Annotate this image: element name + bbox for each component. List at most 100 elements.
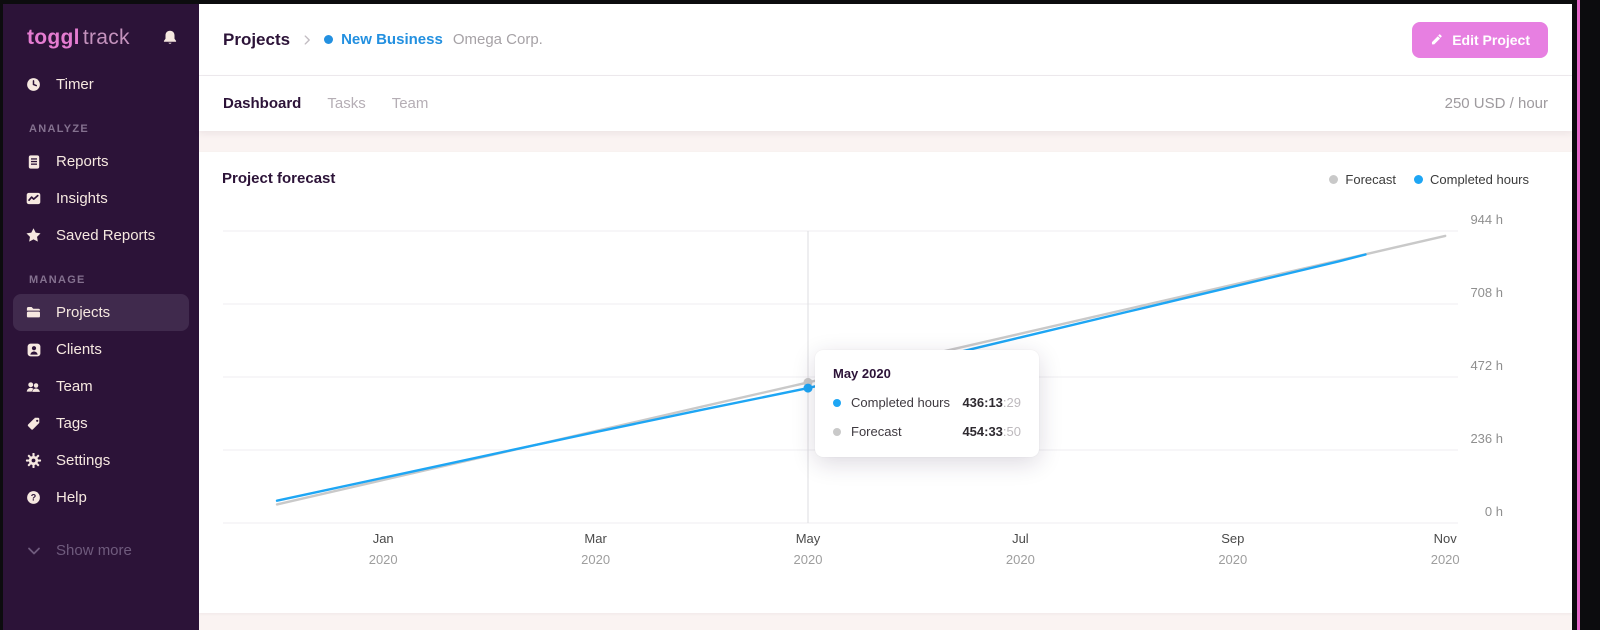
x-tick-year: 2020 bbox=[1005, 552, 1035, 567]
x-axis-tick: Sep 2020 bbox=[1188, 531, 1278, 567]
tab-bar: Dashboard Tasks Team 250 USD / hour bbox=[199, 76, 1572, 131]
tooltip-row-completed: Completed hours 436:13:29 bbox=[833, 395, 1021, 410]
legend-label: Forecast bbox=[1345, 172, 1396, 187]
sidebar: toggl track Timer ANALYZE Reports Insight… bbox=[3, 4, 199, 630]
tab-dashboard[interactable]: Dashboard bbox=[223, 95, 302, 112]
sidebar-item-label: Saved Reports bbox=[56, 227, 156, 244]
project-color-dot bbox=[324, 35, 334, 44]
sidebar-item-insights[interactable]: Insights bbox=[13, 180, 189, 217]
sidebar-item-label: Team bbox=[56, 378, 93, 395]
tooltip-row-label: Forecast bbox=[851, 424, 902, 439]
sidebar-item-label: Help bbox=[56, 489, 87, 506]
x-axis-tick: Nov 2020 bbox=[1400, 531, 1490, 567]
sidebar-item-label: Projects bbox=[56, 304, 111, 321]
star-icon bbox=[25, 227, 42, 244]
legend-label: Completed hours bbox=[1430, 172, 1529, 187]
y-axis-tick: 236 h bbox=[1470, 431, 1503, 446]
chart-title: Project forecast bbox=[222, 170, 336, 187]
tooltip-completed-dot bbox=[833, 398, 841, 407]
highlight-dot bbox=[803, 383, 813, 393]
gear-icon bbox=[25, 452, 42, 469]
edit-project-label: Edit Project bbox=[1452, 31, 1530, 48]
show-more-button[interactable]: Show more bbox=[13, 532, 189, 569]
x-tick-year: 2020 bbox=[1218, 552, 1248, 567]
x-tick-year: 2020 bbox=[581, 552, 611, 567]
chart-tooltip: May 2020 Completed hours 436:13:29 Forec… bbox=[815, 350, 1039, 457]
breadcrumb-project-name[interactable]: New Business bbox=[341, 31, 443, 48]
y-axis-tick: 708 h bbox=[1470, 285, 1503, 300]
sidebar-item-clients[interactable]: Clients bbox=[13, 331, 189, 368]
edit-project-button[interactable]: Edit Project bbox=[1412, 21, 1548, 58]
reports-icon bbox=[25, 153, 42, 170]
x-tick-month: Nov bbox=[1433, 531, 1457, 546]
x-tick-month: May bbox=[795, 531, 821, 546]
main-content: Projects New Business Omega Corp. Edit P… bbox=[199, 4, 1572, 630]
tab-tasks[interactable]: Tasks bbox=[327, 95, 366, 112]
page-header: Projects New Business Omega Corp. Edit P… bbox=[199, 4, 1572, 76]
sidebar-item-timer[interactable]: Timer bbox=[13, 66, 189, 103]
x-axis-tick: May 2020 bbox=[763, 531, 853, 567]
folder-icon bbox=[25, 304, 42, 321]
x-axis-tick: Jul 2020 bbox=[975, 531, 1065, 567]
client-icon bbox=[25, 341, 42, 358]
chevron-down-icon bbox=[25, 542, 42, 559]
sidebar-item-label: Tags bbox=[56, 415, 88, 432]
window-edge-line bbox=[1577, 0, 1580, 630]
y-axis-tick: 944 h bbox=[1470, 212, 1503, 227]
tooltip-forecast-value: 454:33 bbox=[962, 424, 1003, 439]
app-window: toggl track Timer ANALYZE Reports Insight… bbox=[3, 4, 1572, 630]
team-icon bbox=[25, 378, 42, 395]
legend-item-completed: Completed hours bbox=[1414, 172, 1529, 187]
tooltip-title: May 2020 bbox=[833, 366, 891, 381]
sidebar-item-reports[interactable]: Reports bbox=[13, 143, 189, 180]
sidebar-item-saved-reports[interactable]: Saved Reports bbox=[13, 217, 189, 254]
x-tick-year: 2020 bbox=[1430, 552, 1460, 567]
show-more-label: Show more bbox=[56, 542, 132, 559]
breadcrumb-client-name: Omega Corp. bbox=[452, 31, 543, 48]
sidebar-item-team[interactable]: Team bbox=[13, 368, 189, 405]
bell-icon[interactable] bbox=[161, 29, 179, 47]
toggl-logo[interactable]: toggl track bbox=[27, 26, 130, 50]
insights-icon bbox=[25, 190, 42, 207]
tooltip-forecast-seconds: :50 bbox=[1002, 424, 1021, 439]
hourly-rate-label: 250 USD / hour bbox=[1444, 95, 1548, 112]
sidebar-item-tags[interactable]: Tags bbox=[13, 405, 189, 442]
logo-track-text: track bbox=[82, 26, 130, 49]
forecast-legend-dot bbox=[1329, 175, 1339, 184]
completed-legend-dot bbox=[1414, 175, 1423, 184]
help-icon: ? bbox=[25, 489, 42, 506]
x-axis-tick: Jan 2020 bbox=[338, 531, 428, 567]
x-tick-month: Mar bbox=[584, 531, 607, 546]
chart-legend: Forecast Completed hours bbox=[1329, 172, 1529, 187]
breadcrumb-chevron-icon bbox=[300, 33, 314, 47]
x-tick-month: Jul bbox=[1012, 531, 1029, 546]
x-tick-year: 2020 bbox=[793, 552, 823, 567]
tag-icon bbox=[25, 415, 42, 432]
clock-icon bbox=[25, 76, 42, 93]
tooltip-row-label: Completed hours bbox=[851, 395, 950, 410]
tab-team[interactable]: Team bbox=[391, 95, 429, 112]
sidebar-item-help[interactable]: ? Help bbox=[13, 479, 189, 516]
x-tick-month: Jan bbox=[372, 531, 394, 546]
tooltip-completed-seconds: :29 bbox=[1002, 395, 1021, 410]
sidebar-item-projects[interactable]: Projects bbox=[13, 294, 189, 331]
sidebar-section-manage: MANAGE bbox=[29, 274, 86, 286]
logo-toggl-text: toggl bbox=[27, 26, 80, 49]
breadcrumb-projects-link[interactable]: Projects bbox=[223, 29, 291, 49]
y-axis-tick: 0 h bbox=[1484, 504, 1503, 519]
sidebar-section-analyze: ANALYZE bbox=[29, 123, 90, 135]
y-axis-tick: 472 h bbox=[1470, 358, 1503, 373]
tooltip-row-forecast: Forecast 454:33:50 bbox=[833, 424, 1021, 439]
x-tick-year: 2020 bbox=[368, 552, 398, 567]
sidebar-item-settings[interactable]: Settings bbox=[13, 442, 189, 479]
legend-item-forecast: Forecast bbox=[1329, 172, 1396, 187]
x-axis-tick: Mar 2020 bbox=[551, 531, 641, 567]
svg-text:?: ? bbox=[31, 493, 37, 503]
pencil-icon bbox=[1430, 33, 1443, 46]
sidebar-item-label: Settings bbox=[56, 452, 111, 469]
tooltip-forecast-dot bbox=[833, 427, 841, 436]
project-forecast-card: Project forecast Forecast Completed hour… bbox=[199, 152, 1572, 613]
sidebar-item-label: Timer bbox=[56, 76, 94, 93]
sidebar-item-label: Clients bbox=[56, 341, 102, 358]
x-tick-month: Sep bbox=[1221, 531, 1245, 546]
